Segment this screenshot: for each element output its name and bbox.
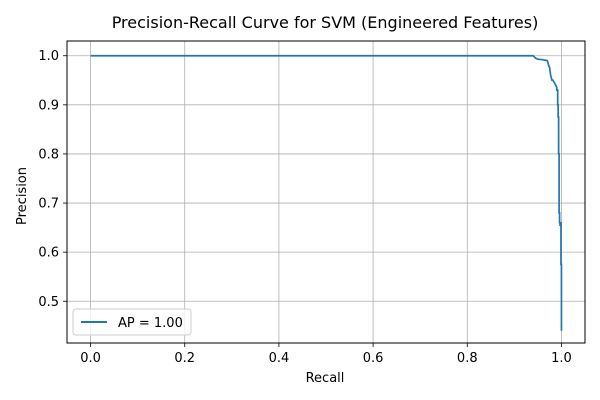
y-tick-label: 0.8 (38, 147, 59, 162)
x-tick-label: 0.6 (363, 351, 384, 366)
chart-title: Precision-Recall Curve for SVM (Engineer… (112, 13, 539, 32)
series-line-pr-curve (90, 54, 563, 331)
x-tick-label: 0.4 (269, 351, 290, 366)
grid (67, 41, 585, 343)
legend-box (72, 308, 192, 336)
x-tick-label: 1.0 (551, 351, 572, 366)
x-axis: 0.0 0.2 0.4 0.6 0.8 1.0 (80, 343, 572, 366)
y-tick-label: 0.5 (38, 295, 59, 310)
legend-entry-label: AP = 1.00 (118, 316, 183, 331)
y-axis-label: Precision (15, 167, 30, 225)
y-tick-label: 0.7 (38, 197, 59, 212)
plot-frame (66, 40, 586, 344)
y-tick-label: 0.9 (38, 98, 59, 113)
x-tick-label: 0.2 (174, 351, 195, 366)
y-axis: 0.5 0.6 0.7 0.8 0.9 1.0 (38, 49, 67, 310)
x-tick-label: 0.0 (80, 351, 101, 366)
legend: AP = 1.00 (72, 308, 192, 336)
series-layer (90, 54, 563, 331)
x-axis-label: Recall (306, 371, 345, 386)
y-tick-label: 1.0 (38, 49, 59, 64)
x-tick-label: 0.8 (457, 351, 478, 366)
y-tick-label: 0.6 (38, 246, 59, 261)
